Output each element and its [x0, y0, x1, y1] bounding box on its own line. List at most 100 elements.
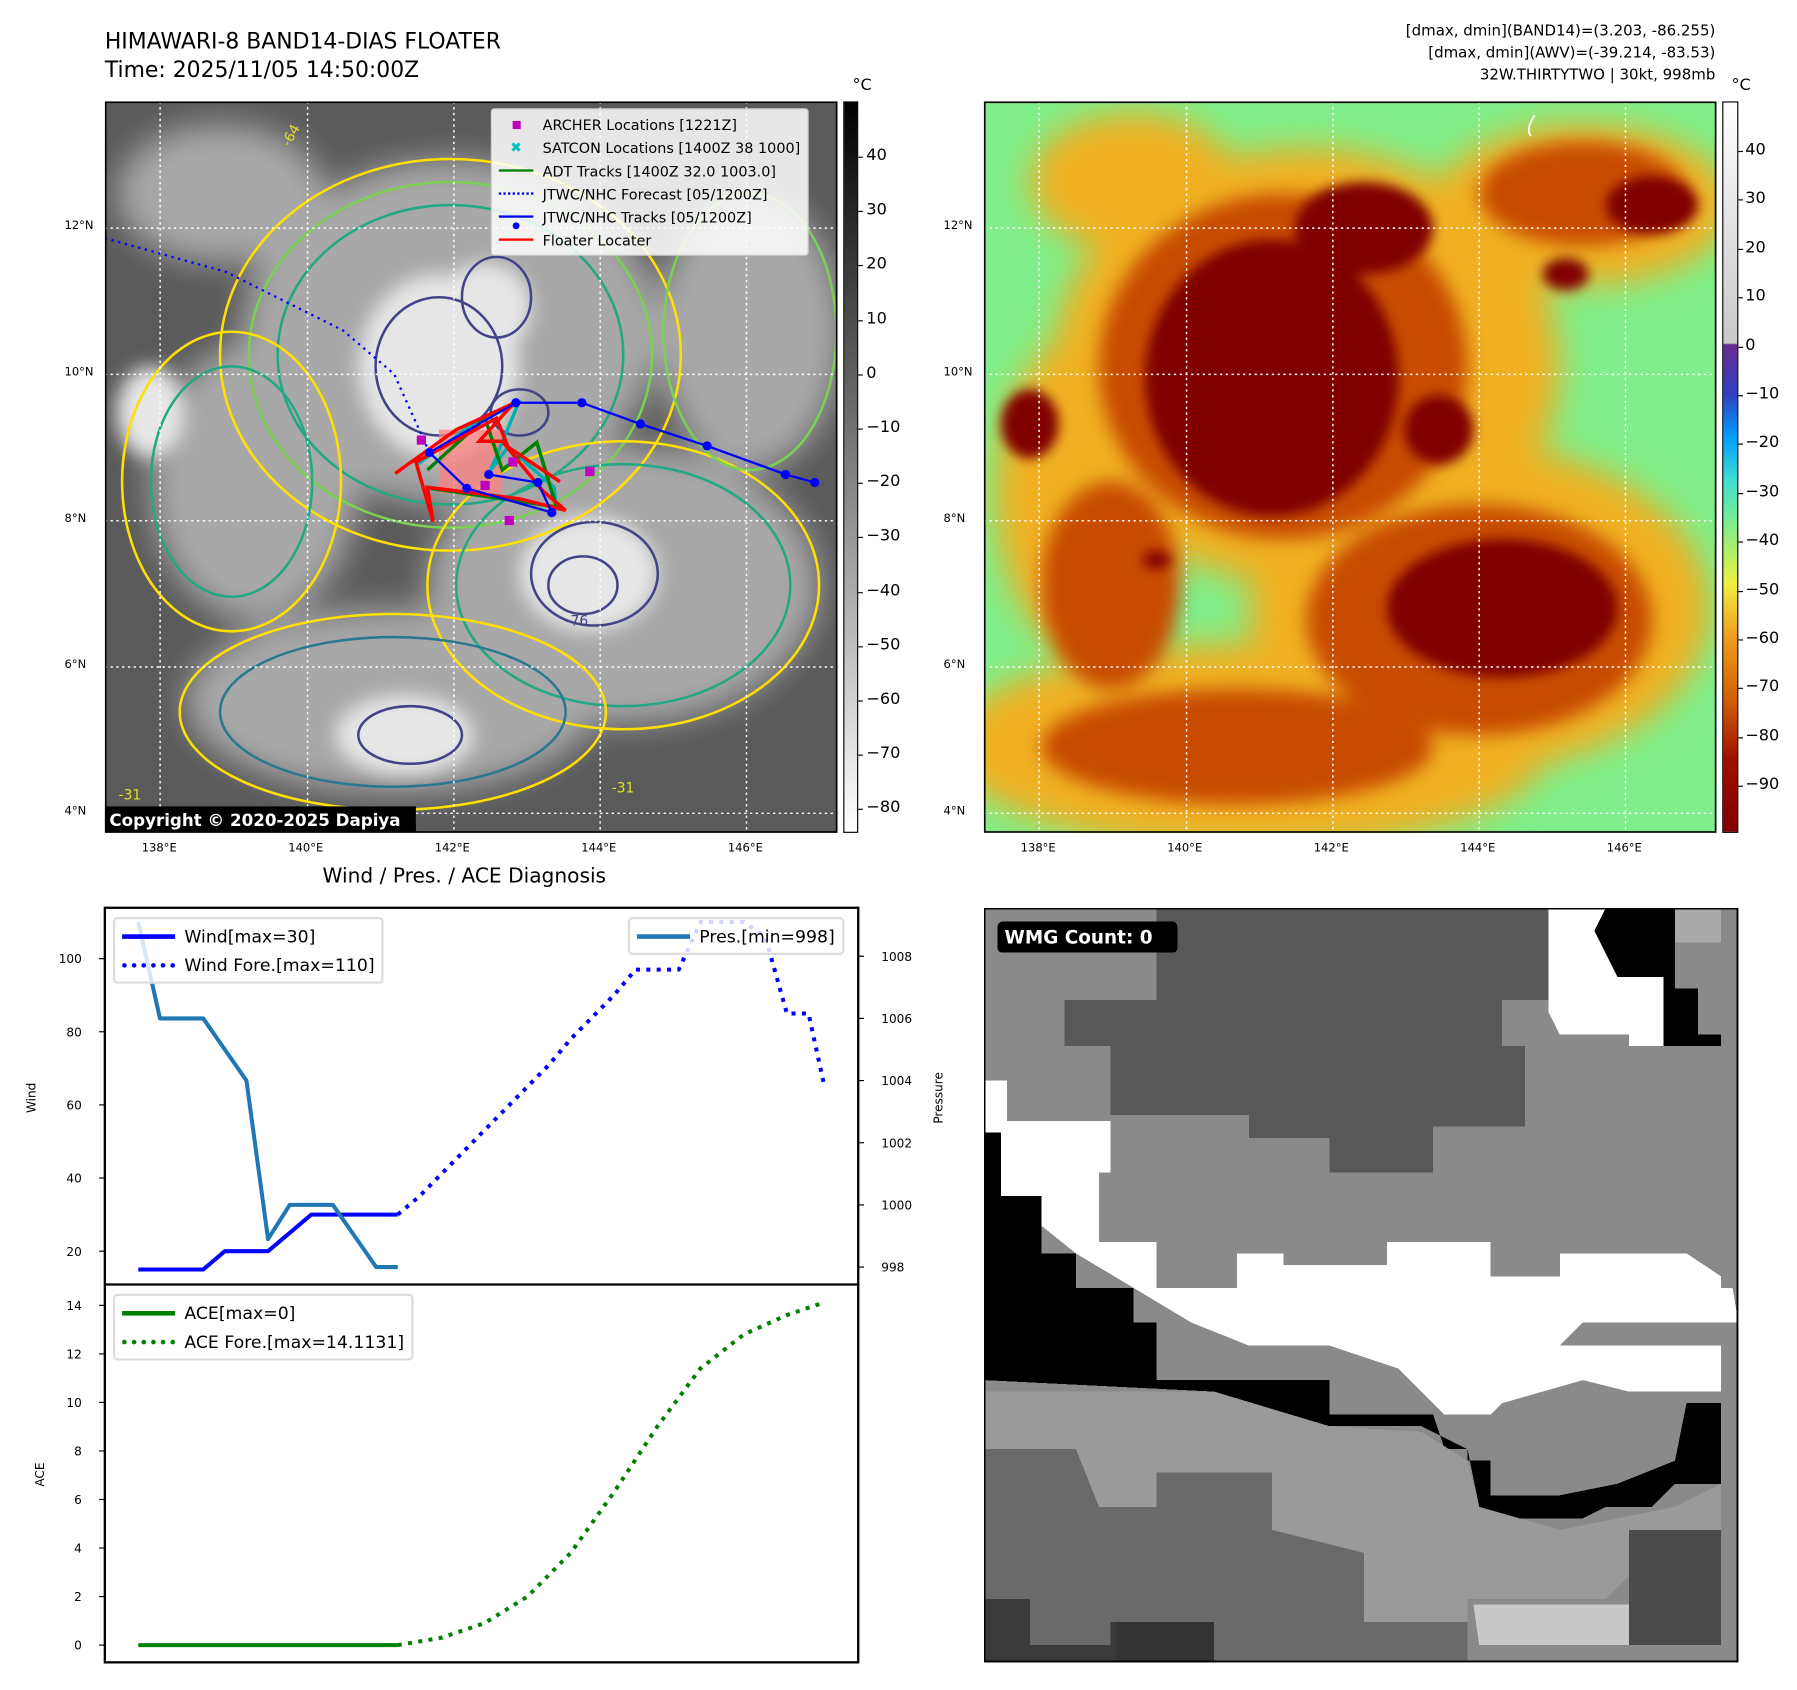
colorbar-tick-mark — [1738, 639, 1743, 641]
line-icon — [498, 238, 534, 241]
lon-tick: 146°E — [727, 842, 763, 855]
lon-tick: 144°E — [1460, 842, 1496, 855]
line-icon — [498, 169, 534, 172]
legend-ace-fore: ACE Fore.[max=14.1131] — [122, 1327, 404, 1356]
lat-tick: 8°N — [943, 512, 966, 526]
ace-axis-tick-label: 14 — [66, 1299, 81, 1313]
lon-tick: 146°E — [1606, 842, 1642, 855]
colorbar-tick-mark — [1738, 737, 1743, 739]
wmg-count-label: WMG Count: 0 — [1005, 927, 1153, 948]
wmg-map: WMG Count: 0 — [983, 907, 1739, 1663]
pressure-axis-tick-label: 1004 — [881, 1074, 912, 1088]
colorbar-tick-mark — [1738, 248, 1743, 250]
pressure-axis-tick-label: 998 — [881, 1261, 904, 1275]
legend-wind: Wind[max=30] — [122, 922, 374, 951]
ace-axis-tick-label: 10 — [66, 1396, 81, 1410]
colorbar-unit: °C — [1731, 76, 1751, 95]
jtwc-track-point — [577, 398, 587, 408]
jtwc-track-point — [424, 447, 435, 458]
wind-axis-tick-label: 80 — [66, 1025, 81, 1039]
legend-label: JTWC/NHC Forecast [05/1200Z] — [542, 184, 768, 203]
figure-time: Time: 2025/11/05 14:50:00Z — [104, 57, 420, 83]
lon-tick: 138°E — [141, 842, 177, 855]
colorbar-tick: 0 — [866, 363, 877, 383]
pres-legend: Pres.[min=998] — [627, 916, 844, 956]
series-wind-fore-line — [396, 920, 826, 1217]
contour-label: -76 — [566, 614, 589, 630]
legend-label: SATCON Locations [1400Z 38 1000] — [542, 138, 801, 157]
colorbar-tick-mark — [1738, 590, 1743, 592]
jtwc-track-point — [702, 441, 712, 451]
colorbar-tick: −90 — [1745, 775, 1780, 794]
colorbar-tick-mark — [1738, 395, 1743, 397]
diagnosis-title: Wind / Pres. / ACE Diagnosis — [322, 865, 607, 889]
info-line-awv: [dmax, dmin](AWV)=(-39.214, -83.53) — [1428, 44, 1716, 63]
legend-label: Wind Fore.[max=110] — [184, 954, 375, 976]
lon-tick: 138°E — [1020, 842, 1056, 855]
wind-axis-tick-label: 20 — [66, 1245, 81, 1259]
x-marker-icon: ✖ — [510, 139, 522, 156]
colorbar-tick: 10 — [1745, 287, 1766, 306]
wind-axis-label: Wind — [25, 1083, 39, 1113]
line-icon — [122, 1310, 176, 1316]
ace-axis-label: ACE — [33, 1462, 47, 1486]
colorbar-tick: −40 — [866, 581, 901, 600]
legend-label: Floater Locater — [542, 230, 652, 249]
colorbar-tick-mark — [858, 537, 863, 539]
colorbar-tick: −20 — [866, 472, 901, 491]
legend-jtwc-forecast: JTWC/NHC Forecast [05/1200Z] — [498, 182, 800, 205]
archer-marker — [480, 480, 490, 491]
info-line-storm: 32W.THIRTYTWO | 30kt, 998mb — [1479, 66, 1716, 85]
colorbar-tick: −30 — [866, 526, 901, 546]
colorbar-tick-mark — [858, 700, 863, 702]
colorbar-tick: −50 — [866, 635, 901, 655]
colorbar-tick-mark — [858, 591, 863, 593]
lat-tick: 10°N — [64, 366, 94, 380]
lat-tick: 12°N — [943, 220, 973, 233]
line-icon — [637, 933, 691, 939]
legend-label: Wind[max=30] — [184, 925, 316, 947]
colorbar-tick-mark — [1738, 346, 1743, 348]
copyright-text: Copyright © 2020-2025 Dapiya — [109, 810, 400, 830]
colorbar-tick: 30 — [866, 200, 887, 220]
info-block: [dmax, dmin](BAND14)=(3.203, -86.255) [d… — [1406, 21, 1716, 87]
diagnosis-chart: 20 40 60 80 100 998 1000 1002 1004 1006 1008 0 2 4 6 8 1… — [25, 906, 945, 1664]
lon-tick: 140°E — [288, 842, 324, 855]
archer-marker — [416, 435, 426, 445]
colorbar-tick: −50 — [1745, 580, 1780, 599]
legend-adt: ADT Tracks [1400Z 32.0 1003.0] — [498, 159, 800, 182]
colorbar-tick-mark — [858, 211, 863, 213]
colorbar-tick: 20 — [1745, 238, 1766, 257]
series-ace-fore-line — [397, 1300, 825, 1648]
ace-legend: ACE[max=0] ACE Fore.[max=14.1131] — [112, 1293, 414, 1361]
legend-wind-fore: Wind Fore.[max=110] — [122, 950, 375, 979]
archer-marker — [508, 457, 518, 467]
colorbar-tick-mark — [858, 809, 863, 811]
pressure-axis-tick-label: 1000 — [881, 1199, 912, 1213]
wind-axis-tick-label: 100 — [59, 952, 82, 966]
line-icon — [122, 933, 176, 939]
colorbar-unit: °C — [852, 76, 872, 95]
colorbar-tick: −70 — [866, 744, 901, 763]
legend-satcon: ✖ SATCON Locations [1400Z 38 1000] — [499, 136, 800, 159]
pressure-axis-tick-label: 1002 — [881, 1136, 912, 1150]
colorbar-tick-mark — [858, 374, 863, 376]
lon-tick: 140°E — [1167, 842, 1203, 855]
figure-title: HIMAWARI-8 BAND14-DIAS FLOATER — [104, 28, 501, 55]
colorbar-tick: 40 — [1745, 140, 1766, 159]
dotted-line-icon — [498, 192, 534, 195]
colorbar-tick: 10 — [866, 309, 887, 328]
archer-marker — [585, 466, 595, 477]
colorbar-tick: −40 — [1745, 531, 1780, 550]
legend-jtwc-tracks: JTWC/NHC Tracks [05/1200Z] — [498, 205, 800, 230]
colorbar-tick: 40 — [866, 146, 887, 165]
wind-legend: Wind[max=30] Wind Fore.[max=110] — [112, 916, 384, 984]
jtwc-track-point — [511, 398, 521, 408]
colorbar-tick-mark — [1738, 443, 1743, 446]
legend-archer: ARCHER Locations [1221Z] — [499, 113, 800, 136]
colorbar-tick-mark — [858, 319, 863, 321]
legend-label: ACE[max=0] — [184, 1302, 296, 1324]
colorbar-tick: 30 — [1745, 189, 1766, 208]
archer-marker — [504, 515, 514, 526]
